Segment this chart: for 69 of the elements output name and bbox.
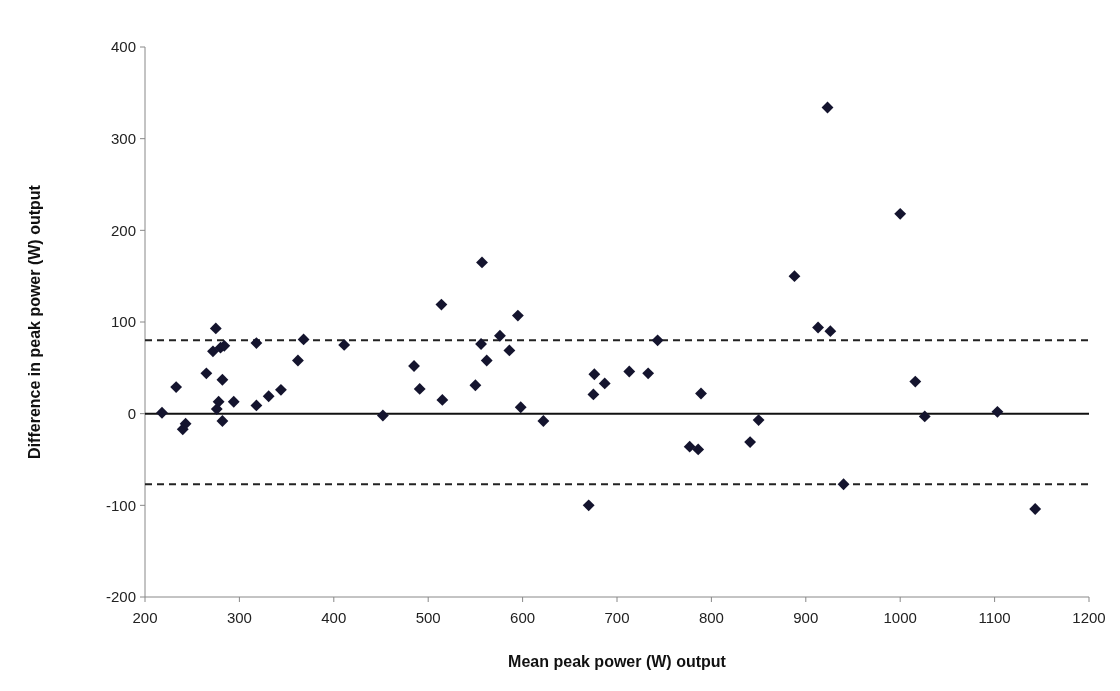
point — [227, 395, 240, 408]
x-tick-label: 500 — [415, 609, 441, 626]
point — [582, 499, 595, 512]
point — [683, 440, 696, 453]
point — [436, 394, 449, 406]
point — [494, 329, 506, 342]
x-tick-label: 900 — [793, 609, 819, 626]
y-tick-label: -100 — [105, 496, 136, 514]
point — [744, 436, 757, 448]
x-tick-label: 1200 — [1072, 609, 1106, 626]
point — [598, 377, 611, 390]
y-tick-label: 300 — [110, 129, 136, 147]
x-tick-label: 300 — [226, 609, 252, 626]
point — [695, 387, 707, 400]
point — [692, 443, 705, 456]
x-tick-label: 400 — [321, 609, 347, 626]
x-tick-label: 700 — [604, 609, 630, 626]
point — [909, 375, 922, 388]
point — [200, 367, 213, 380]
point — [588, 368, 601, 381]
point — [250, 337, 263, 349]
point — [376, 409, 389, 422]
point — [262, 390, 275, 403]
point — [837, 478, 850, 491]
point — [209, 322, 222, 335]
point — [297, 333, 310, 346]
point — [1029, 503, 1042, 515]
point — [250, 399, 263, 412]
point — [537, 415, 550, 427]
y-tick-label: -200 — [105, 588, 136, 606]
point — [642, 367, 655, 380]
point — [156, 406, 168, 419]
point — [413, 383, 426, 395]
point — [338, 339, 351, 351]
x-tick-label: 600 — [510, 609, 536, 626]
point — [476, 256, 488, 269]
x-tick-label: 1100 — [978, 609, 1011, 626]
point — [514, 401, 527, 414]
point — [511, 309, 524, 322]
x-tick-label: 800 — [698, 609, 724, 626]
point — [587, 388, 600, 401]
point — [275, 383, 287, 396]
y-tick-label: 200 — [110, 221, 136, 239]
point — [216, 373, 229, 386]
y-tick-label: 100 — [110, 313, 136, 331]
point — [480, 354, 493, 367]
y-axis-title: Difference in peak power (W) output — [26, 184, 43, 459]
point — [503, 344, 516, 357]
point — [788, 270, 801, 283]
point — [991, 405, 1004, 418]
point — [894, 207, 907, 220]
point — [469, 379, 482, 392]
point — [216, 415, 229, 427]
y-tick-label: 0 — [127, 404, 136, 422]
y-tick-label: 400 — [110, 38, 136, 56]
point — [623, 365, 636, 378]
point — [292, 354, 304, 367]
point — [824, 325, 837, 338]
point — [752, 414, 765, 426]
x-tick-label: 200 — [132, 609, 158, 626]
x-axis-title: Mean peak power (W) output — [508, 653, 727, 670]
point — [210, 403, 223, 415]
point — [435, 298, 448, 311]
point — [812, 321, 824, 334]
x-tick-label: 1000 — [883, 609, 917, 626]
point — [207, 345, 219, 358]
point — [918, 410, 931, 423]
point — [170, 381, 183, 393]
point — [651, 334, 664, 347]
